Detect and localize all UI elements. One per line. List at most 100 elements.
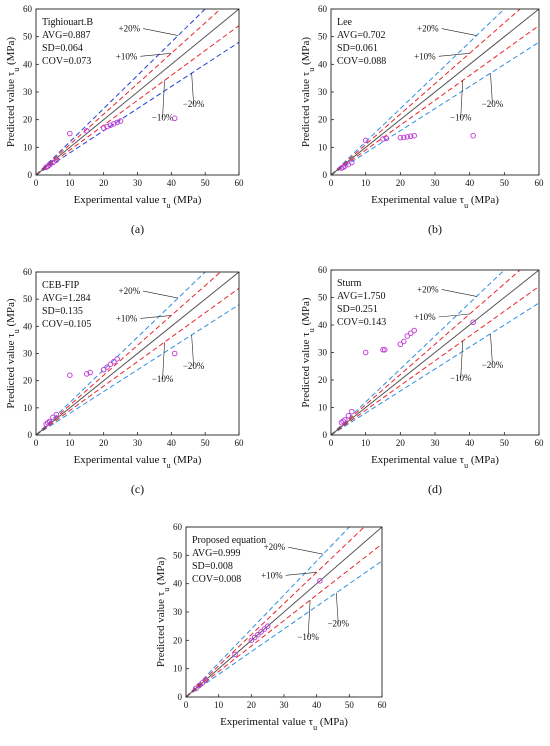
plus10-arrow [140,52,172,57]
plus20-label: +20% [264,542,286,552]
y-axis-title: Predicted value τu (MPa) [300,37,316,147]
equality-line [36,272,239,435]
chart-panel-4: 0 10 20 30 40 50 60 0 10 20 30 40 50 60 Experimental v… [300,265,544,496]
y-tick-label: 60 [23,4,33,14]
reference-lines [186,527,382,697]
plus10-label: +10% [414,312,436,322]
y-tick-label: 50 [23,32,33,42]
data-point [349,159,355,166]
equality-line [331,270,539,435]
minus20-label: −20% [183,361,205,371]
data-point [411,327,417,334]
stats-text: Sturm [337,278,362,289]
data-point [87,369,93,376]
y-tick-label: 60 [318,265,328,275]
plus20-line [186,527,351,697]
x-tick-label: 40 [465,438,475,448]
equality-line [331,9,539,175]
data-point [196,682,202,689]
minus20-arrow [335,592,339,624]
plus10-label: +10% [116,51,138,61]
x-tick-label: 0 [329,178,334,188]
data-point [232,651,238,658]
minus10-arrow [307,600,311,638]
y-axis-title: Predicted value τu (MPa) [5,298,21,408]
y-axis-title: Predicted value τu (MPa) [5,37,21,147]
plus10-line [186,527,365,697]
x-tick-label: 30 [133,438,143,448]
x-tick-label: 40 [167,178,177,188]
x-axis-title: Experimental value τu (MPa) [371,194,499,210]
data-point [83,127,90,134]
y-tick-label: 10 [318,403,328,413]
x-tick-label: 0 [34,438,39,448]
data-point [46,418,53,425]
minus10-arrow [460,80,464,118]
chart-panel-2: 0 10 20 30 40 50 60 0 10 20 30 40 50 60 Experimental v… [300,4,545,236]
minus20-label: −20% [327,619,349,629]
stats-text: SD=0.135 [42,306,83,317]
plus10-label: +10% [116,313,138,323]
data-point [202,677,209,683]
y-tick-label: 0 [323,170,328,180]
data-point [251,634,258,641]
y-tick-label: 20 [173,635,183,645]
y-tick-label: 0 [28,430,33,440]
y-tick-label: 30 [318,348,328,358]
equality-line [186,527,382,697]
y-tick-label: 10 [23,403,33,413]
data-point [114,119,120,126]
plus10-line [36,9,222,175]
data-point [258,629,264,635]
x-tick-label: 20 [396,438,406,448]
data-point [345,413,352,419]
y-tick-label: 50 [23,294,33,304]
data-point [53,157,60,164]
data-point [67,130,73,137]
plus10-line [331,270,521,435]
minus20-label: −20% [482,360,504,370]
data-point [397,341,404,348]
stats-text: SD=0.008 [192,561,233,572]
reference-lines [36,272,239,435]
y-tick-label: 20 [23,115,33,125]
x-tick-label: 60 [535,178,545,188]
data-point [404,134,411,140]
data-point [317,578,323,584]
y-tick-label: 40 [318,59,328,69]
data-point [83,371,90,377]
x-tick-label: 0 [329,438,334,448]
stats-text: Tighiouart.B [42,17,93,28]
y-tick-label: 20 [23,376,33,386]
y-tick-label: 50 [318,32,328,42]
plus10-arrow [438,313,470,318]
minus20-arrow [191,335,194,367]
plus20-arrow [441,28,477,36]
stats-text: AVG=0.999 [192,548,241,559]
data-point [171,350,178,357]
plus20-line [331,270,506,435]
panel-caption: (e) [277,744,290,746]
y-tick-label: 10 [318,142,328,152]
data-point [411,132,417,139]
x-axis-title: Experimental value τu (MPa) [74,454,202,470]
minus20-label: −20% [482,99,504,109]
x-tick-label: 0 [184,700,189,710]
stats-text: COV=0.105 [42,319,91,330]
data-point [50,414,56,421]
plus20-label: +20% [417,284,439,294]
data-point [261,626,268,632]
data-point [53,411,60,418]
plus20-line [36,272,206,435]
chart-panel-3: 0 10 20 30 40 50 60 0 10 20 30 40 50 60 Experimental v… [5,267,244,496]
data-point [193,685,199,692]
data-point [380,347,386,353]
x-tick-label: 40 [465,178,475,188]
x-tick-label: 60 [235,178,245,188]
plus20-arrow [143,290,179,299]
data-point [342,417,348,423]
x-tick-label: 20 [396,178,406,188]
stats-text: AVG=1.284 [42,293,91,304]
minus20-arrow [191,73,194,105]
